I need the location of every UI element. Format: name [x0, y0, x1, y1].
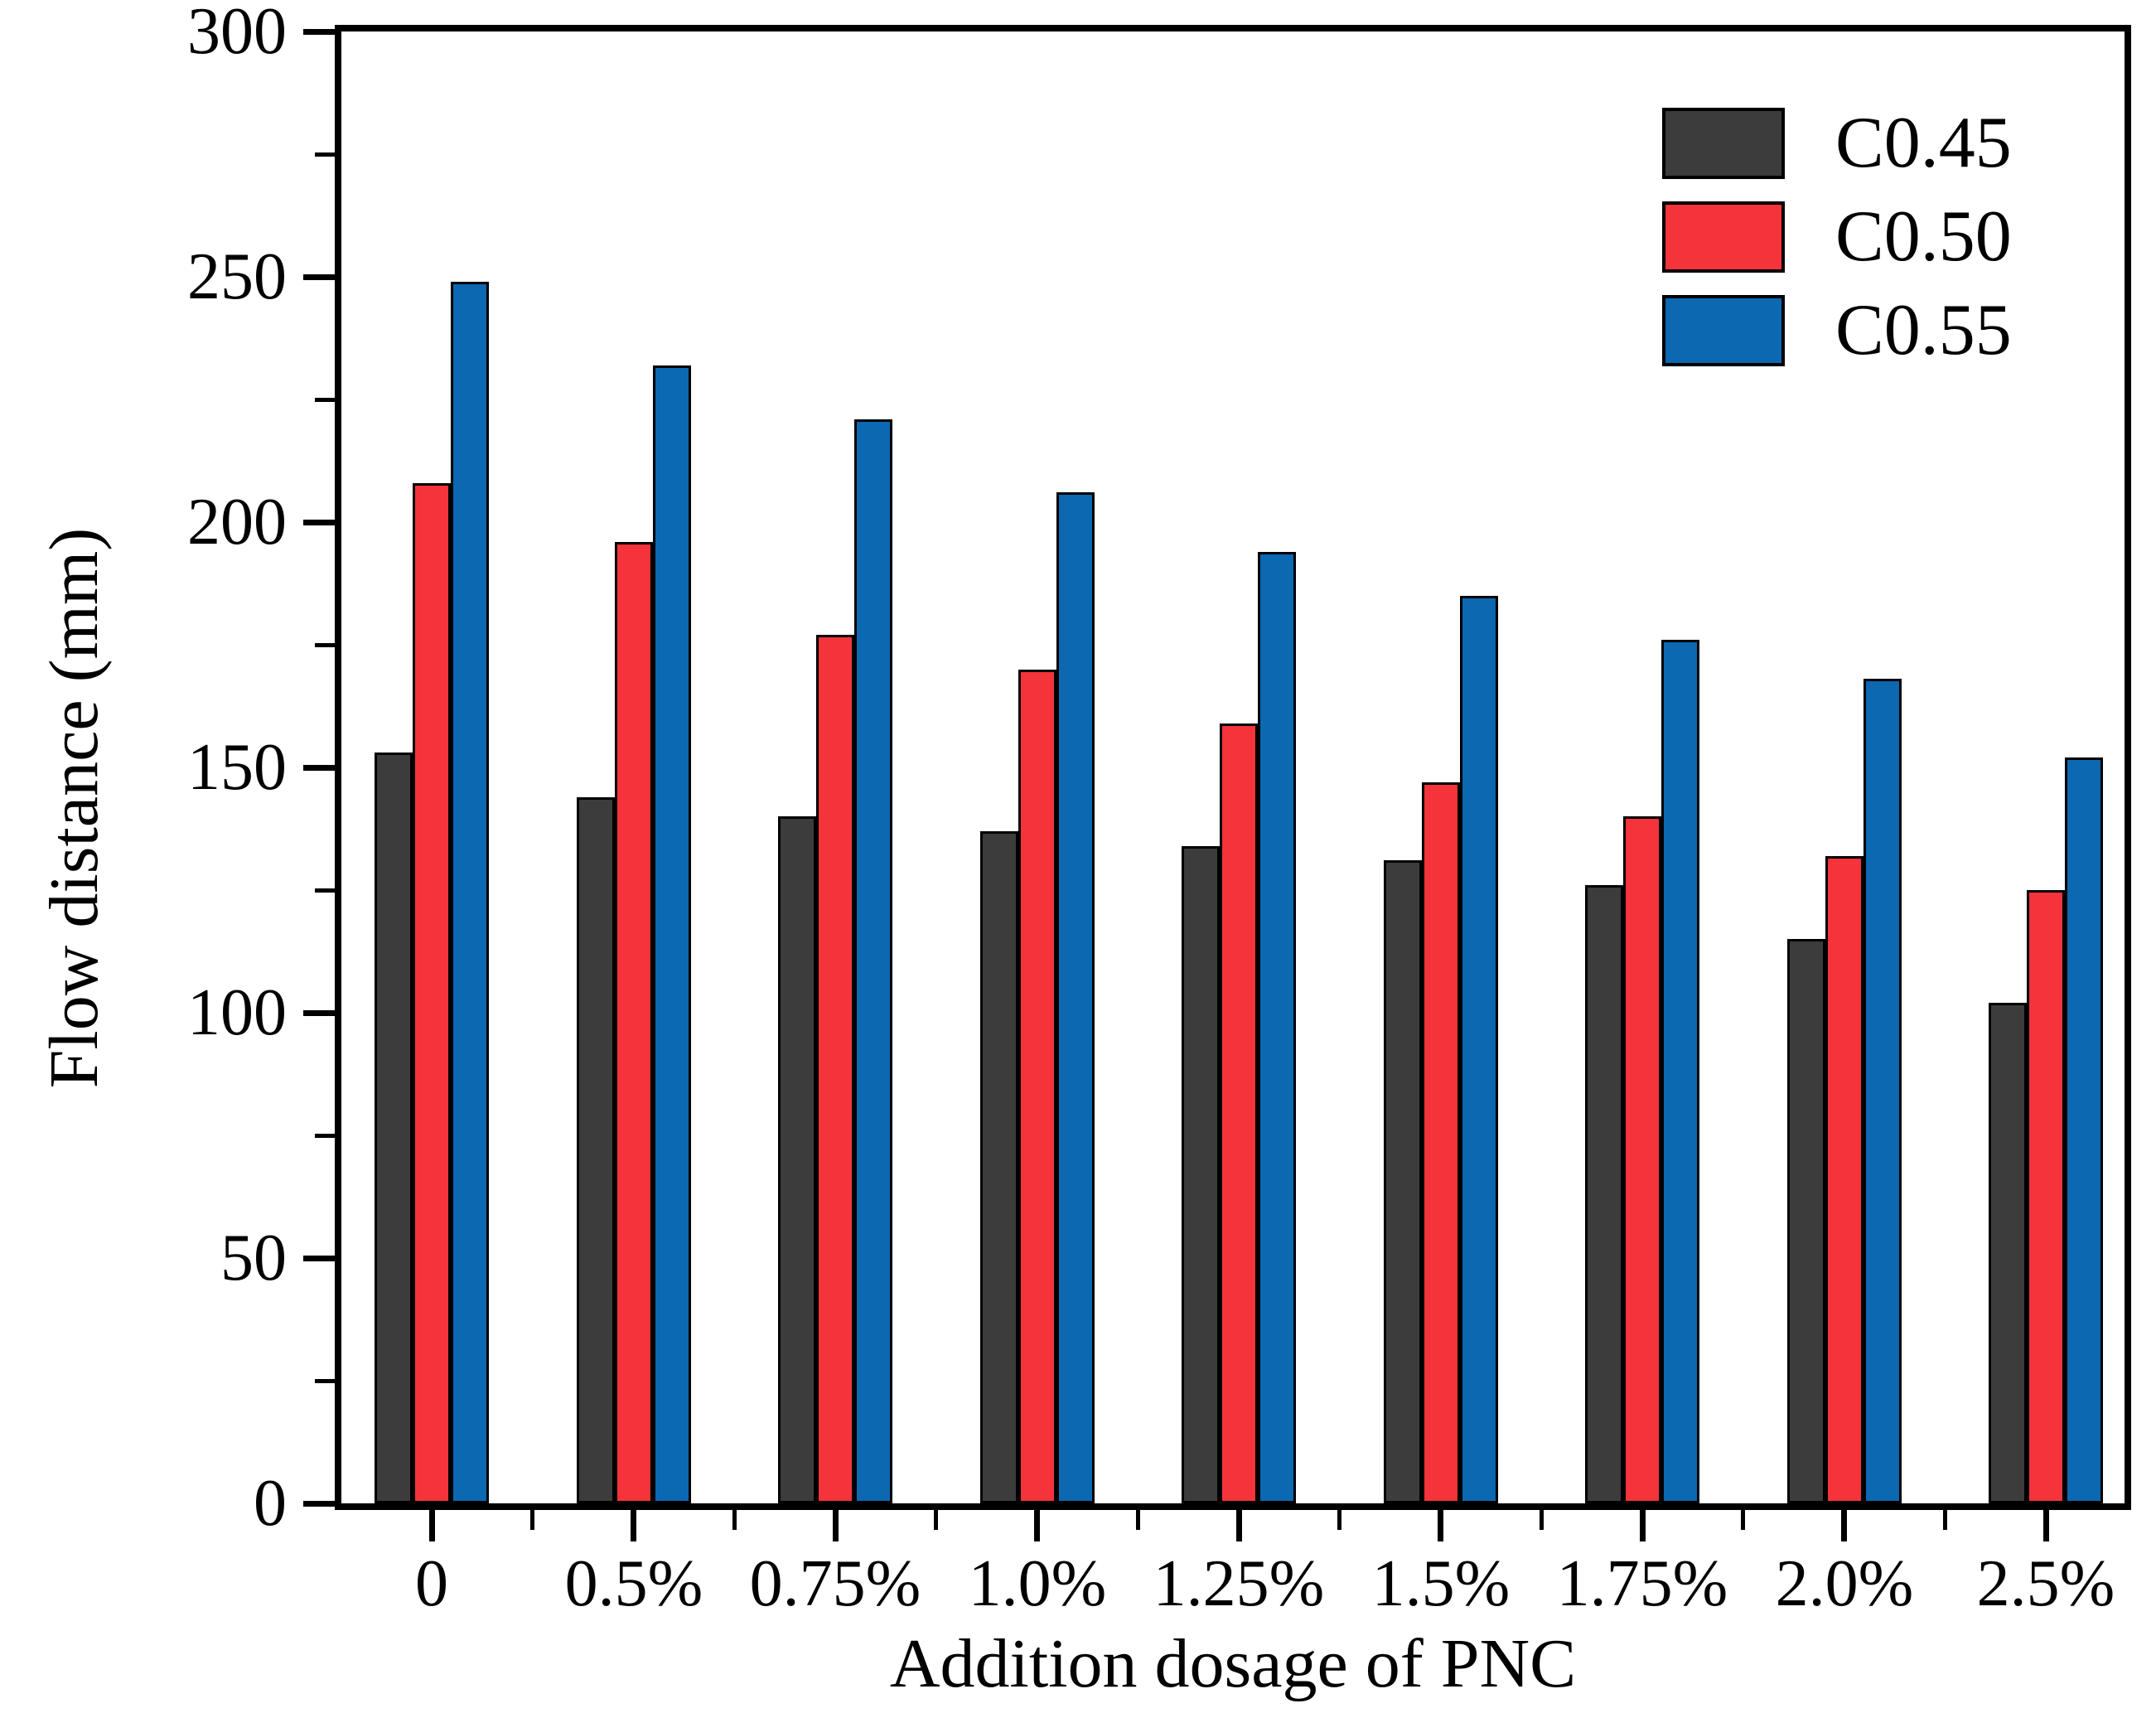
x-axis-minor-tick [1943, 1510, 1947, 1530]
bar-C0.45-0.75% [778, 816, 816, 1503]
y-axis-minor-tick [315, 643, 335, 647]
bar-C0.45-1.75% [1585, 885, 1623, 1503]
bar-C0.45-0 [375, 753, 413, 1503]
y-tick-label: 300 [187, 0, 287, 68]
y-axis-major-tick [303, 520, 335, 525]
x-tick-label: 2.5% [1976, 1547, 2115, 1620]
bar-C0.50-0 [413, 483, 451, 1503]
bar-C0.45-1.25% [1182, 846, 1220, 1503]
x-axis-title: Addition dosage of PNC [889, 1625, 1577, 1702]
y-axis-minor-tick [315, 1134, 335, 1138]
x-tick-label: 0.75% [749, 1547, 921, 1620]
bar-C0.55-1.5% [1460, 596, 1498, 1503]
y-tick-label: 150 [187, 731, 287, 804]
x-axis-major-tick [2043, 1510, 2049, 1541]
legend-label-c045: C0.45 [1835, 103, 2012, 183]
bar-C0.55-0 [451, 282, 489, 1503]
y-axis-minor-tick [315, 888, 335, 893]
legend-label-c055: C0.55 [1835, 290, 2012, 370]
bar-C0.50-1.75% [1623, 816, 1661, 1503]
y-axis-major-tick [303, 1256, 335, 1261]
bar-C0.55-0.75% [854, 419, 892, 1503]
legend-swatch-c045 [1662, 108, 1785, 179]
y-axis-title: Flow distance (mm) [36, 527, 113, 1089]
y-axis-major-tick [303, 765, 335, 771]
x-axis-major-tick [1841, 1510, 1847, 1541]
x-axis-major-tick [429, 1510, 435, 1541]
bar-C0.55-2.5% [2065, 757, 2103, 1503]
y-tick-label: 50 [220, 1222, 287, 1295]
x-axis-major-tick [631, 1510, 636, 1541]
bar-C0.50-0.5% [615, 542, 653, 1503]
x-axis-minor-tick [1540, 1510, 1544, 1530]
x-axis-minor-tick [1741, 1510, 1745, 1530]
legend-swatch-c055 [1662, 295, 1785, 366]
x-tick-label: 0 [415, 1547, 448, 1620]
legend-label-c050: C0.50 [1835, 196, 2012, 277]
y-tick-label: 250 [187, 240, 287, 313]
bar-C0.45-0.5% [577, 797, 615, 1503]
y-axis-major-tick [303, 29, 335, 35]
bar-C0.50-2.0% [1825, 856, 1864, 1503]
bar-C0.45-2.0% [1787, 939, 1825, 1503]
x-axis-major-tick [833, 1510, 839, 1541]
x-tick-label: 1.0% [968, 1547, 1107, 1620]
x-axis-major-tick [1438, 1510, 1443, 1541]
x-axis-minor-tick [1136, 1510, 1140, 1530]
bar-C0.55-2.0% [1864, 679, 1902, 1503]
x-axis-major-tick [1236, 1510, 1242, 1541]
legend-swatch-c050 [1662, 201, 1785, 273]
bar-C0.45-1.0% [980, 831, 1018, 1503]
x-axis-major-tick [1034, 1510, 1040, 1541]
y-axis-minor-tick [315, 152, 335, 157]
y-tick-label: 0 [254, 1467, 287, 1540]
x-tick-label: 1.25% [1153, 1547, 1325, 1620]
bar-C0.50-1.25% [1220, 723, 1258, 1503]
bar-C0.50-1.0% [1018, 670, 1056, 1503]
bar-C0.55-0.5% [653, 365, 691, 1503]
x-axis-minor-tick [1337, 1510, 1341, 1530]
y-axis-major-tick [303, 274, 335, 280]
bar-C0.55-1.0% [1056, 492, 1095, 1503]
y-axis-minor-tick [315, 1379, 335, 1383]
x-tick-label: 1.5% [1371, 1547, 1511, 1620]
bar-C0.50-0.75% [816, 635, 854, 1503]
bar-C0.55-1.25% [1258, 552, 1296, 1503]
bar-C0.50-1.5% [1422, 782, 1460, 1503]
x-axis-minor-tick [530, 1510, 534, 1530]
x-axis-minor-tick [732, 1510, 737, 1530]
y-axis-minor-tick [315, 398, 335, 402]
x-axis-major-tick [1640, 1510, 1646, 1541]
bar-C0.55-1.75% [1661, 640, 1699, 1503]
bar-C0.45-1.5% [1384, 860, 1422, 1503]
x-tick-label: 0.5% [564, 1547, 703, 1620]
bar-C0.45-2.5% [1989, 1003, 2027, 1503]
x-axis-minor-tick [934, 1510, 938, 1530]
y-axis-major-tick [303, 1501, 335, 1507]
y-axis-major-tick [303, 1010, 335, 1016]
x-tick-label: 1.75% [1556, 1547, 1728, 1620]
bar-C0.50-2.5% [2027, 890, 2065, 1503]
y-tick-label: 200 [187, 486, 287, 559]
x-tick-label: 2.0% [1775, 1547, 1914, 1620]
y-tick-label: 100 [187, 976, 287, 1049]
